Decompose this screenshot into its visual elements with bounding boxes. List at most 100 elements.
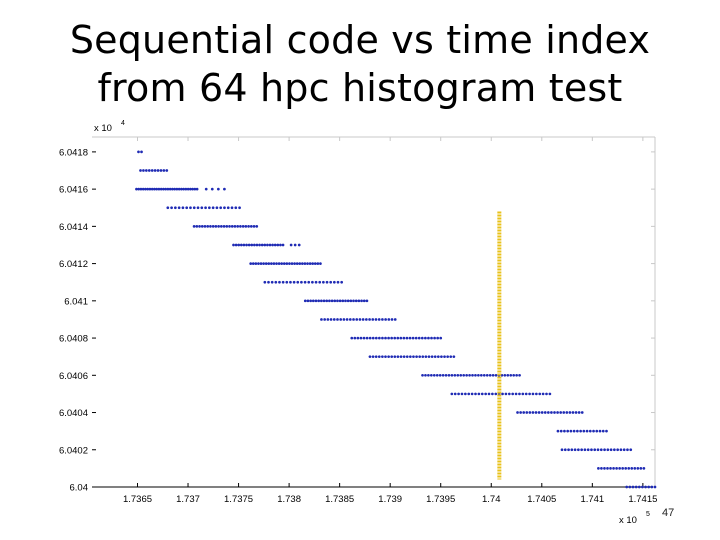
data-point	[266, 243, 269, 247]
data-point	[585, 429, 589, 433]
data-point	[592, 429, 595, 433]
data-point	[384, 336, 387, 340]
data-point	[563, 429, 566, 433]
data-point	[438, 373, 442, 377]
data-point	[576, 429, 579, 433]
data-point	[311, 262, 315, 265]
data-point	[341, 299, 345, 303]
data-point	[562, 411, 566, 414]
data-point	[399, 336, 403, 340]
data-point	[264, 262, 268, 265]
data-point	[146, 187, 150, 191]
data-point	[157, 187, 161, 191]
data-point	[257, 262, 260, 265]
data-point	[148, 187, 152, 191]
data-point	[292, 280, 296, 284]
data-point	[189, 187, 192, 191]
data-point	[457, 392, 460, 396]
data-point	[433, 355, 437, 359]
data-point	[378, 336, 381, 340]
data-point	[518, 373, 521, 377]
data-point	[274, 280, 278, 284]
data-point	[214, 225, 218, 228]
data-point	[396, 336, 400, 340]
data-point	[464, 392, 467, 396]
data-point	[320, 299, 323, 303]
data-point	[528, 411, 532, 414]
data-point	[191, 187, 194, 191]
data-point	[521, 392, 525, 396]
data-point	[491, 392, 494, 396]
data-point	[452, 355, 456, 359]
data-point	[579, 429, 582, 433]
data-point	[267, 280, 270, 284]
data-point	[252, 225, 256, 228]
data-point	[281, 280, 285, 284]
data-point	[260, 243, 264, 247]
data-point	[329, 318, 333, 321]
data-point	[139, 169, 142, 172]
data-point	[330, 299, 334, 303]
slide-title-line-1: Sequential code vs time index	[69, 18, 651, 62]
data-point	[642, 467, 646, 470]
data-point	[387, 355, 390, 359]
data-point	[627, 467, 631, 470]
data-point	[328, 299, 331, 303]
data-point	[181, 206, 185, 210]
data-point	[384, 318, 387, 321]
data-point	[336, 318, 339, 321]
x-tick-label: 1.7395	[426, 494, 455, 505]
data-point	[393, 355, 397, 359]
data-point	[514, 392, 518, 396]
data-point	[211, 225, 215, 228]
slide-title-line-2: from 64 hpc histogram test	[97, 66, 623, 110]
data-point	[622, 448, 626, 452]
data-point	[184, 187, 188, 191]
data-point	[332, 318, 336, 321]
data-point	[430, 336, 433, 340]
data-point	[251, 262, 255, 265]
data-point	[605, 429, 608, 433]
x-tick-label: 1.737	[176, 494, 200, 505]
y-tick-label: 6.0408	[59, 334, 88, 345]
data-point	[427, 373, 430, 377]
data-point	[381, 318, 384, 321]
data-point	[524, 392, 528, 396]
data-point	[470, 392, 474, 396]
page-number: 47	[662, 507, 675, 519]
data-point	[223, 187, 226, 191]
data-point	[588, 429, 592, 433]
data-point	[333, 299, 337, 303]
data-point	[381, 355, 384, 359]
data-point	[239, 225, 242, 228]
data-point	[282, 262, 286, 265]
data-point	[543, 411, 547, 414]
data-point	[255, 243, 259, 247]
data-point	[342, 318, 346, 321]
data-point	[255, 225, 259, 228]
y-tick-label: 6.041	[64, 296, 88, 307]
y-tick-label: 6.0406	[59, 371, 88, 382]
data-point	[468, 373, 471, 377]
data-point	[153, 169, 157, 172]
data-point	[249, 262, 253, 265]
y-exponent-label: x 10	[94, 123, 112, 134]
data-point	[590, 448, 593, 452]
data-point	[242, 243, 246, 247]
x-tick-label: 1.741	[580, 494, 604, 505]
data-point	[444, 373, 448, 377]
data-point	[311, 299, 315, 303]
data-point	[467, 392, 471, 396]
data-point	[603, 467, 606, 470]
data-point	[634, 485, 638, 489]
data-point	[209, 225, 212, 228]
data-point	[211, 206, 215, 210]
data-point	[156, 169, 160, 172]
data-point	[297, 243, 301, 247]
data-point	[474, 392, 477, 396]
data-point	[164, 187, 168, 191]
data-point	[580, 411, 584, 414]
data-point	[630, 467, 634, 470]
data-point	[525, 411, 529, 414]
